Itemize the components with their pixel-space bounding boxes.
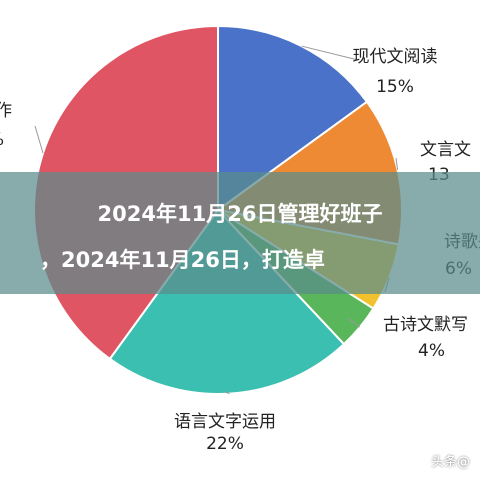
leader-line-2 xyxy=(395,157,399,170)
slice-name-label-2: 文言文 xyxy=(420,140,471,160)
banner-title-line1: 2024年11月26日管理好班子 xyxy=(97,202,383,226)
slice-percent-label-6: % xyxy=(0,130,4,150)
leader-line-6 xyxy=(34,125,44,154)
banner-title-line2: ，2024年11月26日，打造卓 xyxy=(40,248,325,272)
title-banner xyxy=(0,172,480,294)
leader-lines xyxy=(34,45,399,395)
slice-name-label-1: 现代文阅读 xyxy=(353,47,438,67)
slice-name-label-5: 语言文字运用 xyxy=(174,412,276,432)
slice-percent-label-1: 15% xyxy=(376,77,414,97)
slice-name-label-4: 古诗文默写 xyxy=(383,315,468,335)
leader-line-4 xyxy=(347,317,361,328)
leader-line-1 xyxy=(301,45,359,61)
slice-percent-label-5: 22% xyxy=(206,434,244,454)
slice-name-label-6: 作 xyxy=(0,101,12,121)
slice-percent-label-4: 4% xyxy=(418,341,445,361)
watermark: 头条@ xyxy=(430,455,470,470)
leader-line-5 xyxy=(224,391,230,395)
